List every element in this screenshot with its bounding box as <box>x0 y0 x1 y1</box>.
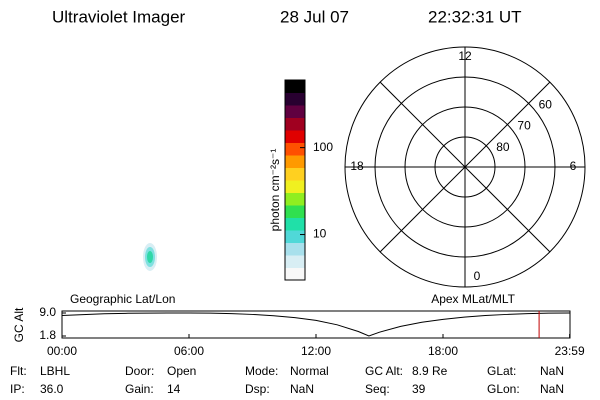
colorbar-band <box>285 92 305 106</box>
y-tick-label: 1.8 <box>39 328 56 342</box>
colorbar-band <box>285 217 305 231</box>
info-label: GC Alt: <box>365 364 403 378</box>
colorbar-frame <box>284 79 306 281</box>
info-value: 8.9 Re <box>412 364 448 378</box>
colorbar-band <box>285 80 305 93</box>
info-label: Flt: <box>10 364 27 378</box>
colorbar-band <box>285 230 305 243</box>
info-value: 36.0 <box>40 382 64 396</box>
info-label: Mode: <box>245 364 278 378</box>
colorbar-band <box>285 205 305 218</box>
info-label: Dsp: <box>245 382 270 396</box>
info-label: GLat: <box>487 364 516 378</box>
subtitle-left: Geographic Lat/Lon <box>70 292 175 306</box>
y-axis-label: GC Alt <box>12 307 26 342</box>
colorbar-band <box>285 167 305 181</box>
colorbar-band <box>285 192 305 206</box>
colorbar-band <box>285 142 305 156</box>
x-tick-label: 00:00 <box>47 344 77 358</box>
info-value: NaN <box>540 382 564 396</box>
colorbar-band <box>285 255 305 268</box>
x-tick-label: 12:00 <box>301 344 331 358</box>
info-value: NaN <box>540 364 564 378</box>
instrument-title: Ultraviolet Imager <box>52 7 186 26</box>
info-label: IP: <box>10 382 25 396</box>
time: 22:32:31 UT <box>428 7 522 26</box>
mlt-label: 0 <box>474 269 481 283</box>
colorbar-band <box>285 105 305 118</box>
colorbar-tick-label: 100 <box>313 140 333 154</box>
mlt-label: 12 <box>458 49 472 63</box>
info-value: NaN <box>290 382 314 396</box>
info-value: Open <box>167 364 196 378</box>
lat-label: 60 <box>539 98 553 112</box>
colorbar-band <box>285 130 305 143</box>
colorbar-label: photon cm⁻²s⁻¹ <box>268 149 282 232</box>
info-label: GLon: <box>487 382 520 396</box>
info-value: 14 <box>167 382 181 396</box>
x-tick-label: 06:00 <box>174 344 204 358</box>
colorbar-band <box>285 242 305 256</box>
lat-label: 70 <box>517 119 531 133</box>
info-value: LBHL <box>40 364 70 378</box>
mlt-label: 18 <box>350 159 364 173</box>
colorbar-band <box>285 117 305 131</box>
x-tick-label: 18:00 <box>428 344 458 358</box>
y-tick-label: 9.0 <box>39 305 56 319</box>
info-label: Seq: <box>365 382 390 396</box>
altitude-curve <box>61 312 571 337</box>
date: 28 Jul 07 <box>280 7 349 26</box>
colorbar-band <box>285 267 305 281</box>
info-value: Normal <box>290 364 329 378</box>
aurora-blob <box>143 243 157 271</box>
mlt-label: 6 <box>570 159 577 173</box>
lat-label: 80 <box>496 140 510 154</box>
info-value: 39 <box>412 382 426 396</box>
x-tick-label: 23:59 <box>555 344 585 358</box>
colorbar-tick-label: 10 <box>313 227 327 241</box>
info-label: Gain: <box>125 382 154 396</box>
colorbar-band <box>285 180 305 193</box>
colorbar-band <box>285 155 305 168</box>
subtitle-right: Apex MLat/MLT <box>431 292 515 306</box>
info-label: Door: <box>125 364 154 378</box>
